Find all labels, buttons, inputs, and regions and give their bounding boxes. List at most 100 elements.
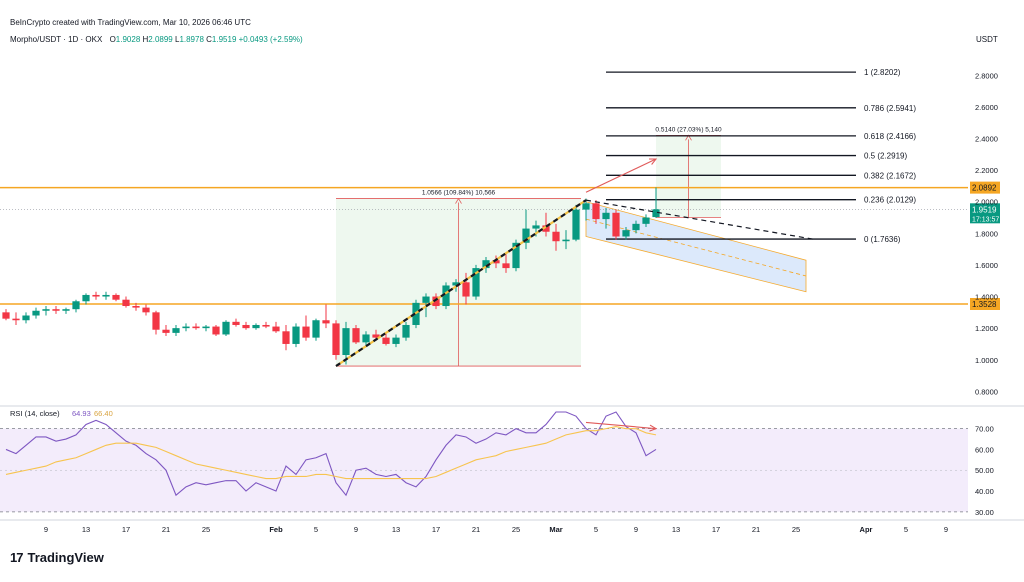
time-axis-tick: Mar (549, 525, 562, 534)
time-axis-tick: Feb (269, 525, 283, 534)
candle-body (152, 312, 160, 330)
candle-body (312, 320, 320, 338)
candle-body (172, 328, 180, 333)
price-axis-tick: 1.8000 (975, 229, 998, 238)
candle-body (652, 209, 660, 218)
rsi-axis-tick: 50.00 (975, 466, 994, 475)
candle-body (602, 212, 610, 220)
candle-body (232, 321, 240, 325)
candle-body (352, 328, 360, 343)
candle-body (162, 329, 170, 333)
price-axis-tick: 2.2000 (975, 166, 998, 175)
candle-body (252, 324, 260, 329)
rsi-ma-line (5, 425, 657, 480)
price-axis-tick: 1.0000 (975, 356, 998, 365)
time-axis-tick: 5 (314, 525, 318, 534)
descending-channel (585, 201, 807, 293)
candle-body (512, 242, 520, 269)
candle-body (462, 282, 470, 297)
price-axis-tick: 1.6000 (975, 261, 998, 270)
candle-body (262, 324, 270, 327)
price-range-label: 0.5140 (27.03%) 5,140 (655, 126, 722, 133)
candle-body (392, 337, 400, 344)
candle-body (282, 331, 290, 344)
change-value: +0.0493 (+2.59%) (238, 35, 303, 44)
time-axis-tick: Apr (860, 525, 873, 534)
candle-body (612, 212, 620, 237)
price-axis-tick: 0.8000 (975, 387, 998, 396)
candle-body (362, 334, 370, 343)
candle-body (502, 263, 510, 269)
channel-midline (585, 218, 807, 277)
high-label: H (142, 35, 149, 44)
candle-body (52, 309, 60, 311)
candle-body (292, 326, 300, 344)
time-axis-tick: 17 (432, 525, 440, 534)
candle-body (562, 239, 570, 242)
candle-body (492, 260, 500, 264)
attribution-text: BeInCrypto created with TradingView.com,… (10, 18, 251, 27)
candle-body (572, 209, 580, 240)
candle-body (442, 285, 450, 307)
candle-body (402, 324, 410, 338)
candle-body (302, 326, 310, 338)
candle-body (72, 301, 80, 310)
time-axis-tick: 13 (392, 525, 400, 534)
time-axis-tick: 9 (354, 525, 358, 534)
candle-body (372, 334, 380, 338)
symbol-label[interactable]: Morpho/USDT · 1D · OKX (10, 35, 103, 44)
price-arrow-head (648, 158, 658, 165)
fib-level-label: 0.382 (2.1672) (864, 171, 916, 180)
time-axis-tick: 9 (634, 525, 638, 534)
key-level-tag (970, 297, 1000, 310)
rsi-axis-tick: 30.00 (975, 508, 994, 517)
time-axis-tick: 25 (792, 525, 800, 534)
candle-body (322, 320, 330, 324)
time-axis-tick: 13 (82, 525, 90, 534)
candle-body (332, 323, 340, 356)
candle-body (472, 268, 480, 297)
fib-level-label: 0.786 (2.5941) (864, 104, 916, 113)
candle-body (132, 306, 140, 308)
time-axis-tick: 21 (752, 525, 760, 534)
candle-body (182, 326, 190, 329)
open-value: 1.9028 (115, 35, 141, 44)
rsi-arrow-shaft (585, 421, 657, 430)
rsi-line (5, 411, 657, 497)
rsi-axis-tick: 40.00 (975, 487, 994, 496)
last-price-tag (970, 203, 1000, 224)
candle-body (12, 318, 20, 321)
time-axis-tick: 17 (712, 525, 720, 534)
price-range-arrow-head (455, 197, 462, 204)
low-label: L (174, 35, 180, 44)
candle-body (82, 294, 90, 302)
descending-trendline (585, 199, 817, 241)
candle-body (432, 296, 440, 307)
candle-body (202, 326, 210, 329)
candle-body (482, 260, 490, 269)
rsi-arrow-head (649, 424, 658, 432)
time-axis-tick: 21 (162, 525, 170, 534)
candle-body (222, 321, 230, 335)
close-value: 1.9519 (211, 35, 237, 44)
time-axis-tick: 9 (944, 525, 948, 534)
key-level-label: 1.3528 (972, 300, 997, 309)
fib-level-label: 0.618 (2.4166) (864, 132, 916, 141)
close-label: C (206, 35, 212, 44)
tradingview-brand[interactable]: 17 TradingView (10, 550, 104, 565)
rsi-legend-value: 64.93 (72, 409, 91, 418)
candle-body (422, 296, 430, 303)
price-axis-tick: 1.4000 (975, 293, 998, 302)
time-axis-tick: 13 (672, 525, 680, 534)
candle-body (62, 309, 70, 311)
price-axis-tick: 2.8000 (975, 71, 998, 80)
candle-body (242, 324, 250, 329)
candle-body (622, 230, 630, 237)
candle-body (272, 326, 280, 332)
time-axis-tick: 9 (44, 525, 48, 534)
time-axis-tick: 25 (202, 525, 210, 534)
fib-level-label: 0.5 (2.2919) (864, 152, 907, 161)
price-axis-tick: 2.0000 (975, 198, 998, 207)
key-level-label: 2.0892 (972, 184, 997, 193)
